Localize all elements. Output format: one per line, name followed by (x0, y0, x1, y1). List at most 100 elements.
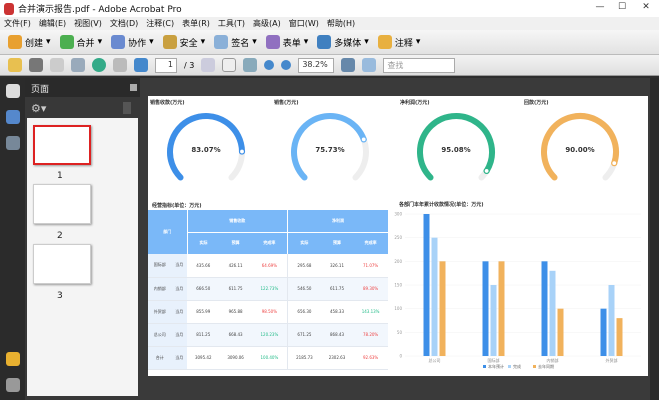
header-group: 净利润 (287, 210, 388, 233)
menu-item[interactable]: 表单(R) (182, 19, 210, 28)
fit-page-icon[interactable] (341, 58, 356, 72)
prev-page-icon[interactable] (113, 58, 127, 72)
hand-tool-icon[interactable] (222, 58, 237, 72)
navigation-pane-strip (0, 78, 25, 400)
next-page-icon[interactable] (134, 58, 148, 72)
toolbar-button-7[interactable]: 注释 ▾ (377, 35, 420, 49)
toolbar-button-3[interactable]: 安全 ▾ (162, 35, 205, 49)
legend-label: 本年预计 (488, 363, 504, 369)
bookmarks-icon[interactable] (6, 110, 20, 124)
header-sub: 实际 (287, 232, 321, 255)
email-icon[interactable] (71, 58, 85, 72)
vertical-scrollbar[interactable] (650, 78, 659, 400)
menu-item[interactable]: 文件(F) (4, 19, 31, 28)
table-cell: 89.30% (362, 286, 379, 292)
signatures-icon[interactable] (6, 136, 20, 150)
zoom-in-icon[interactable] (281, 60, 292, 70)
open-folder-icon[interactable] (8, 58, 22, 72)
pages-icon[interactable] (6, 84, 20, 98)
panel-header: 页面 (25, 78, 140, 97)
toolbar-button-4[interactable]: 签名 ▾ (214, 35, 257, 49)
gauge-title: 销售收款(万元) (150, 100, 185, 106)
menu-item[interactable]: 编辑(E) (38, 19, 67, 28)
y-tick-label: 300 (394, 212, 402, 217)
table-cell: 855.99 (196, 309, 211, 315)
toolbar-icon (8, 35, 22, 49)
toolbar-button-6[interactable]: 多媒体 ▾ (317, 35, 369, 49)
table-cell: 120.23% (260, 332, 279, 338)
header-sub: 完成率 (364, 240, 377, 246)
legend-swatch (508, 365, 511, 368)
toolbar-button-1[interactable]: 合并 ▾ (59, 35, 102, 49)
delete-page-icon[interactable] (123, 102, 131, 114)
header-sub: 实际 (186, 232, 220, 255)
gauge-handle (238, 148, 246, 155)
table-cell: 当月 (171, 254, 188, 278)
header-group: 销售收款 (186, 210, 288, 233)
menu-item[interactable]: 注释(C) (146, 19, 175, 28)
close-button[interactable]: ✕ (642, 2, 650, 12)
toolbar-button-2[interactable]: 协作 ▾ (111, 35, 154, 49)
comments-icon[interactable] (6, 352, 20, 366)
x-tick-label: 外贸部 (606, 357, 618, 363)
table-cell: 295.68 (287, 254, 321, 278)
toolbar-icon (265, 35, 280, 49)
toolbar-label: 安全 (179, 38, 198, 49)
menu-item[interactable]: 视图(V) (74, 19, 102, 28)
table-cell: 668.43 (228, 332, 243, 338)
save-icon[interactable] (50, 58, 64, 72)
menu-item[interactable]: 帮助(H) (326, 19, 356, 28)
bar (423, 214, 430, 356)
table-cell: 78.20% (362, 332, 379, 338)
zoom-tool-icon[interactable] (243, 58, 258, 72)
fit-width-icon[interactable] (362, 58, 377, 72)
table-cell: 611.75 (330, 286, 344, 292)
dropdown-arrow-icon: ▾ (149, 37, 154, 47)
attachments-icon[interactable] (6, 378, 20, 392)
options-gear-icon[interactable]: ⚙▾ (31, 102, 47, 115)
maximize-button[interactable]: ☐ (617, 2, 627, 12)
menu-item[interactable]: 文档(D) (109, 19, 139, 28)
zoom-level-input[interactable]: 38.2% (298, 57, 335, 73)
table-cell: 98.50% (261, 309, 278, 315)
zoom-out-icon[interactable] (264, 60, 275, 70)
print-icon[interactable] (29, 58, 43, 72)
gauge-handle (360, 136, 367, 143)
table-row: 国际部 当月 435.66 426.11 64.69% 295.68 326.11 71.07… (148, 254, 388, 278)
panel-collapse-button[interactable] (130, 84, 137, 91)
y-tick-label: 200 (394, 259, 402, 264)
y-tick-label: 0 (399, 354, 402, 359)
table-cell: 3095.42 (194, 355, 212, 361)
bar (490, 285, 497, 356)
table-cell: 671.25 (287, 323, 321, 347)
title-bar: 合并演示报告.pdf - Adobe Acrobat Pro — ☐ ✕ (0, 0, 659, 17)
table-cell: 总公司 (148, 323, 172, 347)
toolbar-button-5[interactable]: 表单 ▾ (265, 35, 308, 49)
table-title: 经营指标(单位：万元) (152, 203, 202, 209)
legend-swatch (483, 365, 486, 368)
minimize-button[interactable]: — (595, 2, 605, 12)
page-thumbnail-1[interactable] (33, 125, 91, 165)
thumbnail-list: 1 2 3 (27, 118, 138, 396)
table-cell: 965.88 (228, 309, 243, 315)
toolbar-button-0[interactable]: 创建 ▾ (8, 35, 51, 49)
gauge-handle (483, 167, 490, 175)
x-tick-label: 总公司 (429, 357, 441, 363)
toolbar-label: 签名 (231, 38, 250, 49)
table-cell: 3090.06 (227, 355, 244, 361)
table-cell: 100.40% (260, 355, 279, 361)
select-tool-icon[interactable] (201, 58, 216, 72)
menu-item[interactable]: 窗口(W) (288, 19, 319, 28)
page-thumbnail-2[interactable] (33, 184, 91, 224)
find-input[interactable]: 查找 (383, 57, 456, 73)
web-upload-icon[interactable] (92, 58, 106, 72)
menu-item[interactable]: 高级(A) (253, 19, 281, 28)
dropdown-arrow-icon: ▾ (364, 37, 369, 47)
page-number-input[interactable]: 1 (155, 57, 177, 73)
page-thumbnail-3[interactable] (33, 244, 91, 284)
gauge-value: 95.08% (441, 146, 471, 154)
gauge-title: 净利润(万元) (400, 100, 430, 106)
toolbar-icon (214, 35, 229, 49)
menu-item[interactable]: 工具(T) (217, 19, 246, 28)
toolbar-icon (59, 35, 74, 49)
